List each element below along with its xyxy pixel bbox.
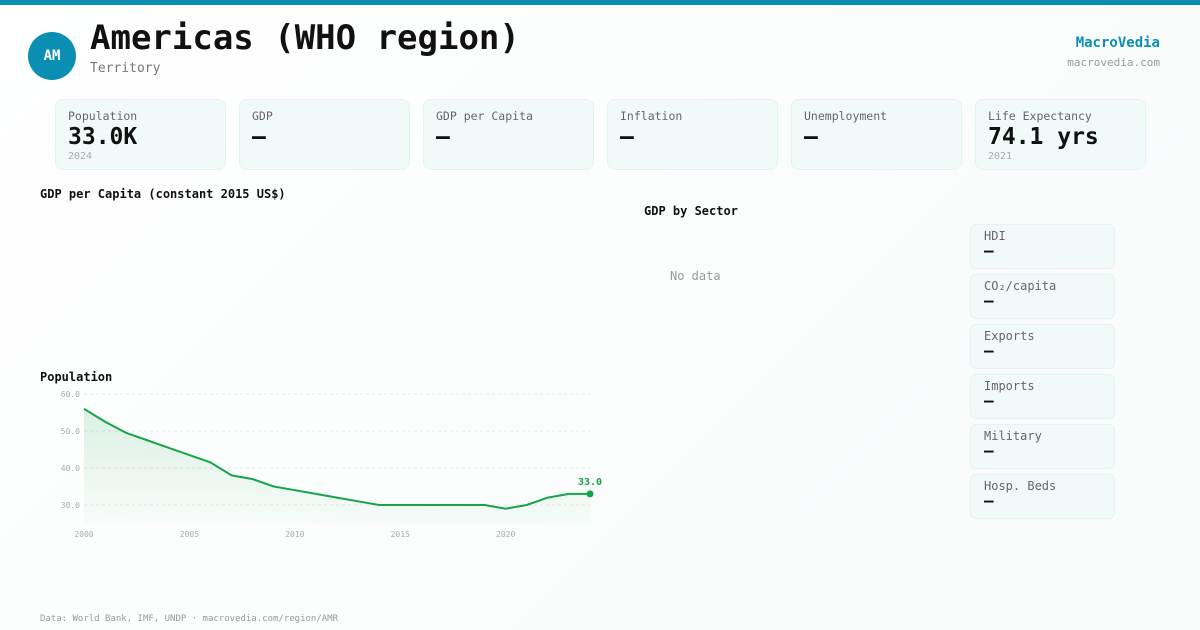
- last-value-label: 33.0: [578, 477, 602, 488]
- side-stat-label: Military: [984, 429, 1042, 443]
- no-data-text: No data: [670, 269, 721, 283]
- stat-card-gdp: GDP —: [239, 99, 410, 170]
- stat-label: Population: [68, 109, 138, 123]
- side-stat-5: Hosp. Beds —: [970, 474, 1115, 519]
- x-tick-label: 2020: [496, 530, 515, 539]
- side-stat-label: HDI: [984, 229, 1006, 243]
- stat-card-gdp-per-capita: GDP per Capita —: [423, 99, 594, 170]
- stat-label: Life Expectancy: [988, 109, 1092, 123]
- stat-value: 33.0K: [68, 124, 138, 150]
- side-stat-label: Hosp. Beds: [984, 479, 1057, 493]
- stat-value: —: [252, 124, 266, 150]
- stat-card-life-expectancy: Life Expectancy 74.1 yrs 2021: [975, 99, 1146, 170]
- stat-card-inflation: Inflation —: [607, 99, 778, 170]
- y-tick-label: 50.0: [61, 427, 80, 436]
- stat-card-unemployment: Unemployment —: [791, 99, 962, 170]
- side-stat-0: HDI —: [970, 224, 1115, 269]
- stat-value: —: [620, 124, 634, 150]
- population-chart: 60.0 50.0 40.0 30.0 2000 2005 2010 2015 2020 33.0: [61, 390, 602, 539]
- last-point-marker: [586, 490, 594, 498]
- side-stat-3: Imports —: [970, 374, 1115, 419]
- y-tick-label: 30.0: [61, 501, 80, 510]
- stat-label: Unemployment: [804, 109, 888, 123]
- side-stat-1: CO₂/capita —: [970, 274, 1115, 319]
- x-tick-label: 2010: [285, 530, 304, 539]
- side-stat-2: Exports —: [970, 324, 1115, 369]
- side-stat-value: —: [984, 441, 994, 460]
- stat-label: GDP per Capita: [436, 109, 533, 123]
- gdp-by-sector-title: GDP by Sector: [644, 204, 738, 218]
- side-stat-value: —: [984, 391, 994, 410]
- side-stat-value: —: [984, 241, 994, 260]
- stat-label: Inflation: [620, 109, 683, 123]
- stat-year: 2024: [68, 151, 93, 162]
- x-tick-label: 2000: [74, 530, 93, 539]
- stat-label: GDP: [252, 109, 273, 123]
- stat-card-population: Population 33.0K 2024: [55, 99, 226, 170]
- page-subtitle: Territory: [90, 61, 161, 76]
- side-stat-label: Imports: [984, 379, 1035, 393]
- side-stat-value: —: [984, 491, 994, 510]
- stat-value: 74.1 yrs: [988, 124, 1099, 150]
- y-tick-label: 60.0: [61, 390, 80, 399]
- x-tick-label: 2015: [391, 530, 410, 539]
- stat-value: —: [436, 124, 450, 150]
- population-line: [83, 407, 590, 510]
- footer-source: Data: World Bank, IMF, UNDP · macrovedia…: [40, 614, 339, 624]
- gdp-per-capita-title: GDP per Capita (constant 2015 US$): [40, 187, 286, 201]
- brand-logo[interactable]: MacroVedia: [1075, 35, 1160, 51]
- population-area: [84, 408, 590, 524]
- avatar: AM: [28, 32, 76, 80]
- y-tick-label: 40.0: [61, 464, 80, 473]
- side-stat-value: —: [984, 341, 994, 360]
- stat-year: 2021: [988, 151, 1013, 162]
- population-chart-title: Population: [40, 370, 113, 384]
- brand-url[interactable]: macrovedia.com: [1067, 56, 1160, 69]
- side-stat-label: CO₂/capita: [984, 279, 1057, 293]
- page-title: Americas (WHO region): [90, 18, 520, 58]
- side-stat-label: Exports: [984, 329, 1035, 343]
- stat-value: —: [804, 124, 818, 150]
- side-stat-value: —: [984, 291, 994, 310]
- x-tick-label: 2005: [180, 530, 199, 539]
- top-accent-bar: [0, 0, 1200, 5]
- side-stat-4: Military —: [970, 424, 1115, 469]
